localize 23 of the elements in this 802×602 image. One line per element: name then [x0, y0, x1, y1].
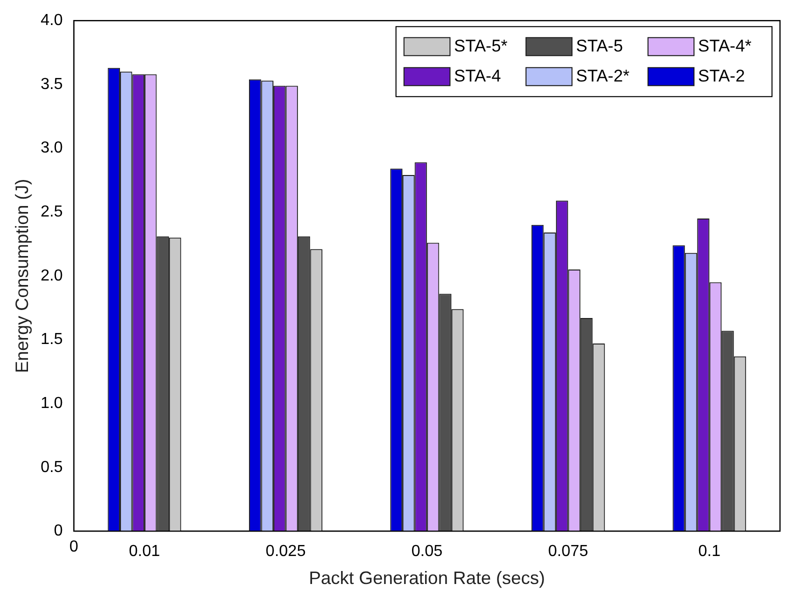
y-tick-label: 0	[54, 522, 63, 540]
y-tick-label: 2.5	[40, 203, 63, 220]
y-tick-label: 4.0	[40, 12, 63, 30]
legend-label: STA-5	[576, 36, 623, 56]
y-tick-label: 2.0	[40, 267, 63, 284]
y-tick-label: 0.5	[40, 458, 63, 476]
x-tick-label: 0.01	[128, 543, 160, 560]
y-axis-title: Energy Consumption (J)	[12, 178, 32, 373]
x-axis-title: Packt Generation Rate (secs)	[308, 568, 545, 588]
legend-label: STA-2*	[576, 66, 630, 86]
y-tick-label: 3.0	[40, 140, 63, 157]
legend-label: STA-4*	[698, 36, 752, 56]
y-tick-label: 1.5	[40, 331, 63, 348]
legend-label: STA-5*	[454, 36, 508, 56]
x-tick-label: 0.075	[548, 543, 588, 560]
x-tick-label: 0.05	[411, 543, 443, 560]
x-tick-label: 0.025	[266, 543, 306, 560]
text: 0	[69, 538, 78, 556]
y-tick-label: 3.5	[40, 76, 63, 93]
legend-label: STA-2	[698, 66, 745, 86]
legend-label: STA-4	[454, 66, 501, 86]
y-tick-label: 1.0	[40, 394, 63, 412]
x-tick-label: 0.1	[698, 543, 721, 560]
